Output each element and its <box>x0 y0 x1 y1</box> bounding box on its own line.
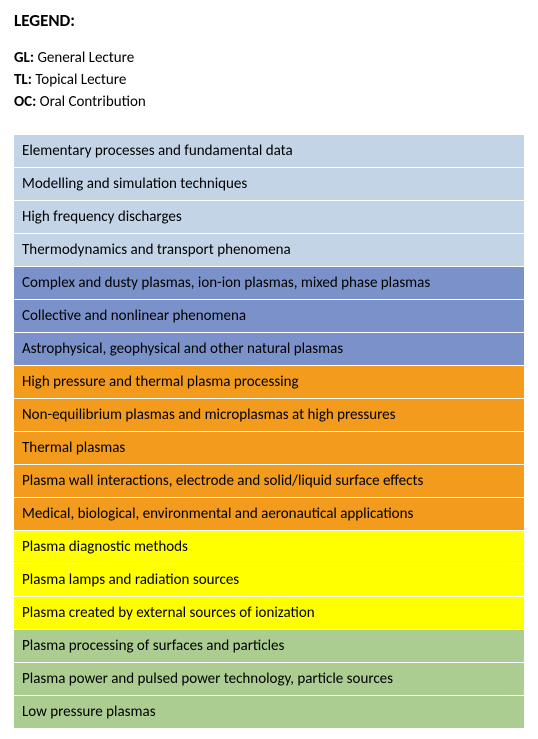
topic-cell: Plasma processing of surfaces and partic… <box>14 630 524 663</box>
table-row: Plasma lamps and radiation sources <box>14 564 524 597</box>
table-row: Medical, biological, environmental and a… <box>14 498 524 531</box>
legend-definitions: GL: General Lecture TL: Topical Lecture … <box>14 49 524 111</box>
table-row: Plasma created by external sources of io… <box>14 597 524 630</box>
topic-cell: Thermodynamics and transport phenomena <box>14 234 524 267</box>
table-row: Astrophysical, geophysical and other nat… <box>14 333 524 366</box>
table-row: High frequency discharges <box>14 201 524 234</box>
topic-cell: Elementary processes and fundamental dat… <box>14 135 524 168</box>
topic-cell: Non-equilibrium plasmas and microplasmas… <box>14 399 524 432</box>
table-row: Plasma power and pulsed power technology… <box>14 663 524 696</box>
legend-term: General Lecture <box>37 49 134 67</box>
table-row: Modelling and simulation techniques <box>14 168 524 201</box>
table-row: Low pressure plasmas <box>14 696 524 729</box>
table-row: Plasma wall interactions, electrode and … <box>14 465 524 498</box>
topic-cell: Low pressure plasmas <box>14 696 524 729</box>
legend-term: Topical Lecture <box>35 71 126 89</box>
table-row: Elementary processes and fundamental dat… <box>14 135 524 168</box>
legend-definition-row: TL: Topical Lecture <box>14 71 524 89</box>
table-row: Plasma diagnostic methods <box>14 531 524 564</box>
table-row: Thermodynamics and transport phenomena <box>14 234 524 267</box>
topic-cell: Plasma power and pulsed power technology… <box>14 663 524 696</box>
legend-title: LEGEND: <box>14 10 524 31</box>
legend-term: Oral Contribution <box>40 93 146 111</box>
table-row: Thermal plasmas <box>14 432 524 465</box>
legend-definition-row: OC: Oral Contribution <box>14 93 524 111</box>
topic-cell: Plasma wall interactions, electrode and … <box>14 465 524 498</box>
topic-cell: Thermal plasmas <box>14 432 524 465</box>
topic-cell: Modelling and simulation techniques <box>14 168 524 201</box>
topic-cell: High pressure and thermal plasma process… <box>14 366 524 399</box>
topic-cell: Complex and dusty plasmas, ion-ion plasm… <box>14 267 524 300</box>
legend-definition-row: GL: General Lecture <box>14 49 524 67</box>
table-row: Non-equilibrium plasmas and microplasmas… <box>14 399 524 432</box>
topic-cell: Plasma created by external sources of io… <box>14 597 524 630</box>
topics-table-body: Elementary processes and fundamental dat… <box>14 135 524 729</box>
topic-cell: Astrophysical, geophysical and other nat… <box>14 333 524 366</box>
topic-cell: High frequency discharges <box>14 201 524 234</box>
topic-cell: Plasma lamps and radiation sources <box>14 564 524 597</box>
legend-abbr: TL: <box>14 71 32 89</box>
table-row: Plasma processing of surfaces and partic… <box>14 630 524 663</box>
legend-abbr: GL: <box>14 49 34 67</box>
table-row: High pressure and thermal plasma process… <box>14 366 524 399</box>
topic-cell: Medical, biological, environmental and a… <box>14 498 524 531</box>
topic-cell: Plasma diagnostic methods <box>14 531 524 564</box>
legend-abbr: OC: <box>14 93 36 111</box>
table-row: Collective and nonlinear phenomena <box>14 300 524 333</box>
topic-cell: Collective and nonlinear phenomena <box>14 300 524 333</box>
table-row: Complex and dusty plasmas, ion-ion plasm… <box>14 267 524 300</box>
topics-table: Elementary processes and fundamental dat… <box>14 135 524 729</box>
